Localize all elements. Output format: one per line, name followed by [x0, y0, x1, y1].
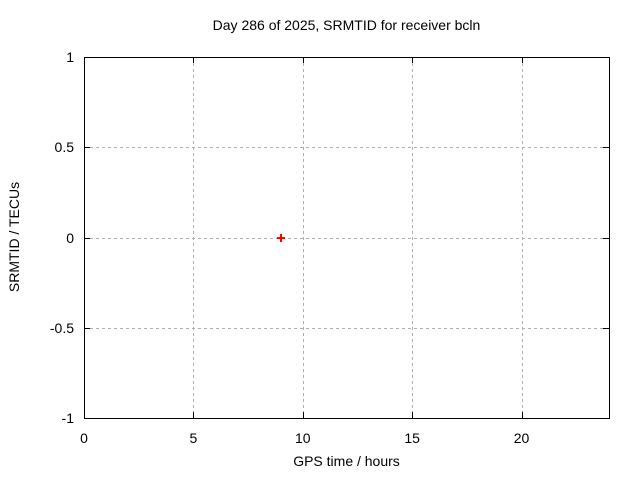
x-tick-label: 5: [189, 430, 198, 446]
x-tick-label: 20: [513, 430, 530, 446]
y-tick-label: 0.5: [54, 139, 74, 156]
x-tick-label: 15: [404, 430, 420, 446]
y-tick-label: 0: [66, 229, 74, 246]
x-axis-label: GPS time / hours: [293, 453, 400, 469]
chart-title: Day 286 of 2025, SRMTID for receiver bcl…: [212, 17, 481, 33]
data-point: [277, 234, 285, 242]
y-tick-label: -1: [61, 410, 74, 426]
y-tick-label: 1: [66, 49, 74, 65]
x-tick-label: 10: [294, 430, 311, 446]
x-tick-label: 0: [80, 430, 88, 446]
y-tick-label: -0.5: [49, 319, 74, 336]
